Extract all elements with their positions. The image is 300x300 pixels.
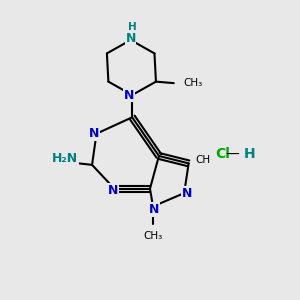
Text: N: N — [125, 32, 136, 45]
Text: Cl: Cl — [215, 148, 230, 161]
Text: N: N — [89, 127, 100, 140]
Text: CH₃: CH₃ — [183, 78, 202, 88]
Text: N: N — [149, 203, 160, 216]
Text: CH: CH — [195, 155, 210, 165]
Text: —: — — [226, 148, 239, 161]
Text: H: H — [128, 22, 136, 32]
Text: H: H — [244, 148, 255, 161]
Text: H₂N: H₂N — [52, 152, 78, 165]
Text: N: N — [124, 88, 134, 101]
Text: N: N — [182, 187, 192, 200]
Text: N: N — [108, 184, 118, 196]
Text: CH₃: CH₃ — [143, 231, 163, 241]
